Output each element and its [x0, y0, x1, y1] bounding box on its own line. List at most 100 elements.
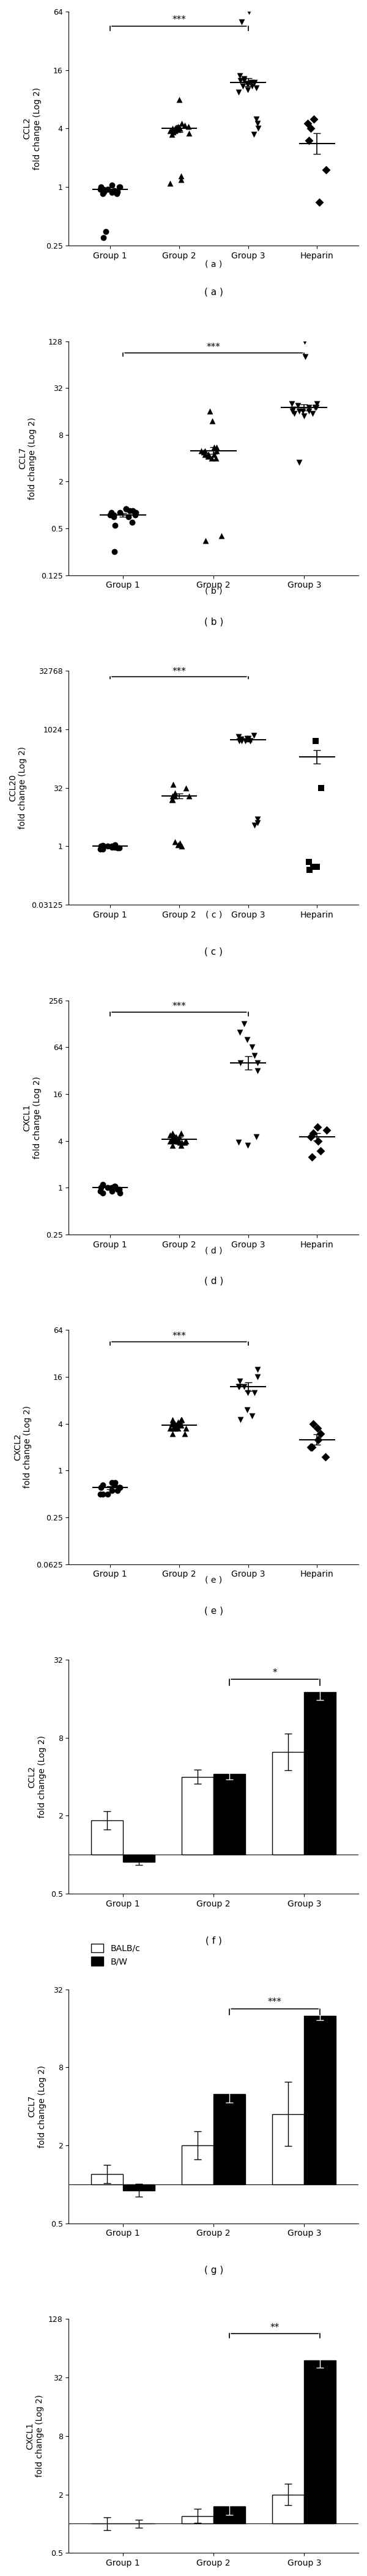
Point	[316, 180, 322, 222]
Point	[236, 1365, 241, 1406]
Point	[174, 106, 179, 147]
Point	[255, 1043, 261, 1084]
Point	[111, 495, 117, 536]
Bar	[272, 2494, 304, 2524]
Point	[324, 1110, 330, 1151]
Point	[313, 721, 319, 762]
Point	[246, 719, 251, 760]
Point	[249, 1396, 255, 1437]
Point	[112, 170, 117, 211]
Point	[310, 98, 316, 139]
Point	[112, 1463, 118, 1504]
Text: ( e ): ( e )	[204, 1607, 223, 1615]
Point	[170, 1118, 175, 1159]
Point	[323, 149, 329, 191]
Point	[306, 392, 312, 433]
Text: ***: ***	[268, 1999, 282, 2007]
Point	[237, 1399, 243, 1440]
Point	[247, 721, 253, 762]
Point	[236, 716, 241, 757]
Point	[97, 1170, 103, 1211]
Point	[123, 487, 129, 528]
Point	[100, 1473, 106, 1515]
Point	[254, 801, 260, 842]
Point	[255, 108, 261, 149]
Point	[172, 1406, 178, 1448]
Bar	[214, 2094, 245, 2184]
Point	[237, 59, 243, 100]
Point	[175, 1401, 181, 1443]
Point	[254, 103, 260, 144]
Point	[112, 824, 118, 866]
Point	[109, 165, 115, 206]
Point	[213, 438, 219, 479]
Point	[254, 1051, 260, 1092]
Point	[100, 829, 106, 871]
Point	[170, 1113, 175, 1154]
Point	[241, 59, 247, 100]
Point	[115, 827, 121, 868]
Point	[211, 433, 217, 474]
Point	[288, 384, 294, 425]
Text: ( b ): ( b )	[204, 618, 223, 626]
Point	[112, 170, 118, 211]
Point	[241, 1365, 247, 1406]
Y-axis label: CCL7
fold change (Log 2): CCL7 fold change (Log 2)	[18, 417, 37, 500]
Point	[111, 497, 117, 538]
Point	[237, 1043, 243, 1084]
Y-axis label: CCL2
fold change (Log 2): CCL2 fold change (Log 2)	[23, 88, 41, 170]
Point	[112, 1164, 118, 1206]
Point	[317, 1131, 323, 1172]
Point	[237, 54, 243, 95]
Point	[318, 768, 324, 809]
Point	[178, 1123, 184, 1164]
Text: ( d ): ( d )	[205, 1247, 222, 1255]
Text: ***: ***	[172, 1332, 186, 1340]
Point	[109, 827, 115, 868]
Point	[172, 822, 178, 863]
Point	[178, 103, 184, 144]
Point	[167, 111, 173, 152]
Text: ( a ): ( a )	[204, 289, 223, 296]
Point	[170, 1126, 175, 1167]
Point	[210, 399, 215, 440]
Point	[254, 1358, 260, 1399]
Point	[254, 1115, 259, 1157]
Point	[175, 824, 181, 866]
Point	[178, 1404, 184, 1445]
Point	[178, 827, 184, 868]
Point	[101, 216, 106, 258]
Point	[130, 489, 136, 531]
Point	[214, 428, 219, 469]
Bar	[91, 1821, 123, 1855]
Text: ***: ***	[172, 667, 186, 675]
Bar	[272, 2115, 304, 2184]
Y-axis label: CXCL1
fold change (Log 2): CXCL1 fold change (Log 2)	[26, 2396, 44, 2478]
Point	[186, 775, 192, 817]
Point	[239, 721, 245, 762]
Point	[251, 62, 257, 103]
Point	[178, 1399, 184, 1440]
Point	[167, 1406, 173, 1448]
Point	[172, 111, 178, 152]
Point	[100, 824, 106, 866]
Text: ***: ***	[172, 1002, 186, 1010]
Point	[306, 842, 312, 884]
Point	[175, 1406, 181, 1448]
Point	[240, 64, 246, 106]
Point	[177, 80, 182, 121]
Text: ***: ***	[207, 343, 221, 353]
Point	[105, 1473, 110, 1515]
Point	[117, 827, 123, 868]
Point	[238, 719, 244, 760]
Point	[117, 167, 123, 209]
Point	[178, 1113, 184, 1154]
Point	[170, 1118, 176, 1159]
Point	[100, 173, 106, 214]
Bar	[123, 1855, 155, 1862]
Point	[301, 394, 307, 435]
Point	[170, 108, 175, 149]
Point	[100, 1172, 106, 1213]
Point	[101, 167, 106, 209]
Point	[112, 1463, 117, 1504]
